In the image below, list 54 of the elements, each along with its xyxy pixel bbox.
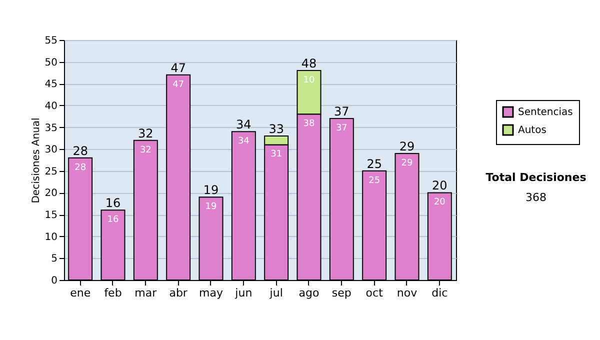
data-label: 37 <box>336 124 348 134</box>
x-tick-label: ene <box>70 286 91 300</box>
data-label: 29 <box>401 158 413 168</box>
y-tick-label: 50 <box>44 57 58 68</box>
total-label: 28 <box>72 144 88 158</box>
total-label: 16 <box>105 196 121 210</box>
y-tick-label: 55 <box>44 36 58 46</box>
total-label: 34 <box>236 118 252 132</box>
y-tick-label: 5 <box>51 254 58 265</box>
total-label: 47 <box>170 60 186 75</box>
data-label: 10 <box>303 76 315 86</box>
y-tick-label: 20 <box>44 188 58 200</box>
data-label: 47 <box>172 80 184 90</box>
total-label: 29 <box>399 139 415 154</box>
y-axis-title: Decisiones Anual <box>30 118 42 204</box>
x-tick-label: dic <box>432 286 448 300</box>
total-label: 25 <box>366 156 382 171</box>
x-tick-label: ago <box>298 286 320 300</box>
total-label: 48 <box>301 56 317 71</box>
x-tick-label: jul <box>268 286 283 300</box>
total-label: 19 <box>203 183 219 198</box>
legend-label: Autos <box>518 125 546 136</box>
data-label: 34 <box>238 136 250 147</box>
y-tick-label: 40 <box>44 100 58 112</box>
y-tick-label: 25 <box>44 166 58 178</box>
data-label: 31 <box>270 150 282 160</box>
y-tick-label: 35 <box>44 122 58 134</box>
y-tick-label: 45 <box>44 79 58 90</box>
total-label: 20 <box>432 178 448 193</box>
y-tick-label: 0 <box>51 276 58 286</box>
total-label: 33 <box>268 122 284 136</box>
y-tick-label: 30 <box>44 144 58 156</box>
text: Total Decisiones <box>486 171 587 184</box>
data-label: 16 <box>107 215 119 226</box>
x-tick-label: feb <box>104 286 122 300</box>
x-tick-label: sep <box>332 286 352 300</box>
x-tick-label: oct <box>366 286 384 300</box>
total-label: 32 <box>138 126 154 140</box>
x-tick-label: nov <box>396 286 418 300</box>
x-tick-label: jun <box>234 286 252 300</box>
x-tick-label: mar <box>134 286 158 300</box>
total-label: 37 <box>334 104 350 119</box>
y-tick-label: 15 <box>44 210 58 222</box>
data-label: 38 <box>303 119 315 130</box>
data-label: 28 <box>74 162 86 173</box>
data-label: 32 <box>140 145 152 156</box>
data-label: 20 <box>434 198 446 208</box>
x-tick-label: may <box>199 286 224 300</box>
data-label: 25 <box>368 176 380 186</box>
text: 368 <box>526 191 546 204</box>
x-tick-label: abr <box>169 286 188 300</box>
y-tick-label: 10 <box>44 232 58 243</box>
data-label: 19 <box>205 202 217 212</box>
legend-label: Sentencias <box>518 107 573 118</box>
